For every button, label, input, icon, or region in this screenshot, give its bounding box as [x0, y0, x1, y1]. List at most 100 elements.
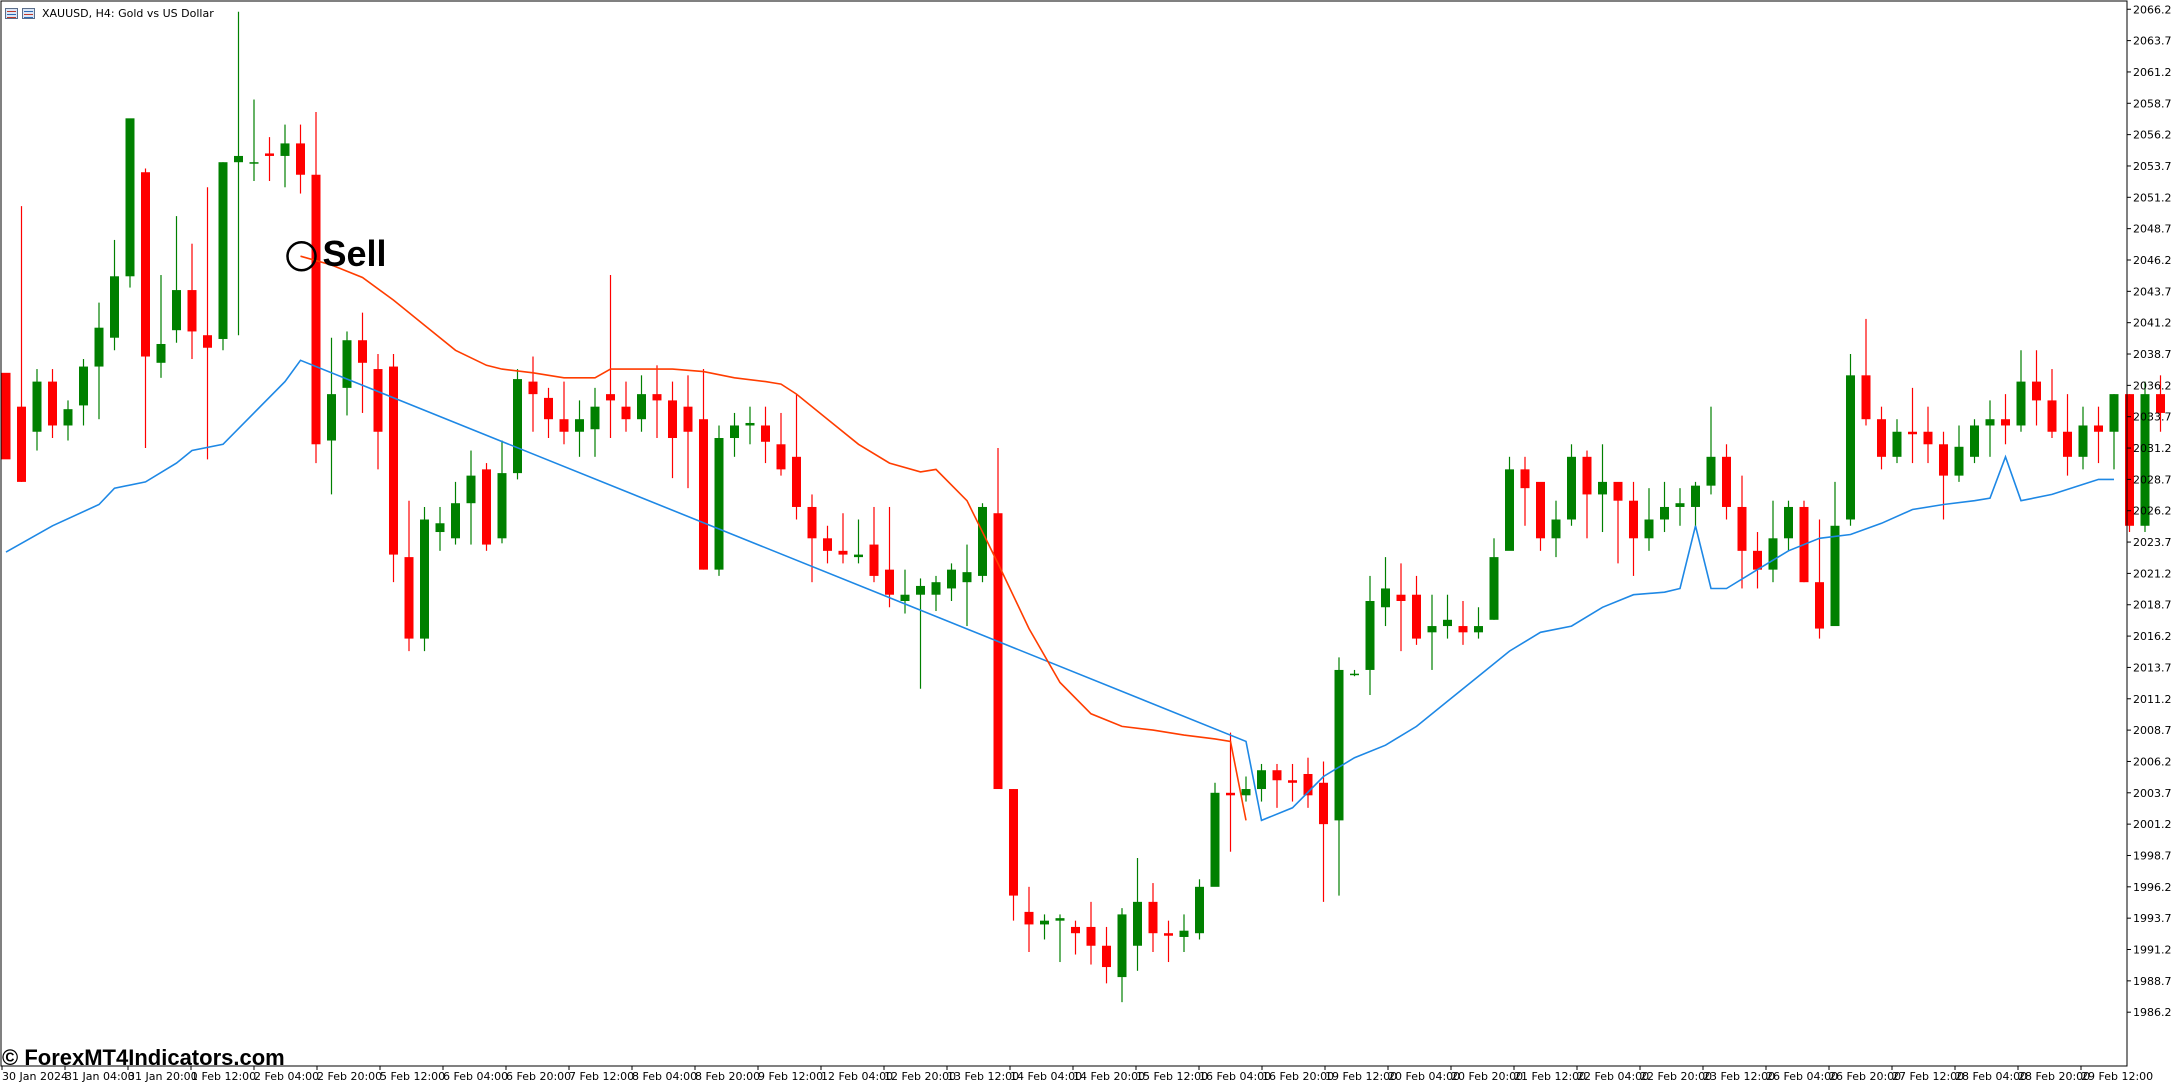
x-tick-label: 21 Feb 12:00	[1514, 1070, 1586, 1083]
candle-body	[1102, 945, 1111, 968]
candle-body	[1334, 669, 1344, 821]
candle-body	[1722, 456, 1731, 507]
candle-body	[265, 153, 274, 156]
x-tick-label: 30 Jan 2024	[2, 1070, 68, 1083]
candle	[156, 275, 166, 378]
candle-body	[2032, 381, 2041, 401]
candle	[621, 381, 631, 432]
candle	[497, 440, 507, 544]
chart-properties-icon[interactable]	[22, 7, 35, 19]
y-tick-label: 2013.70	[2133, 661, 2171, 674]
candle	[1644, 488, 1654, 551]
candle	[234, 11, 243, 336]
candle	[1319, 761, 1328, 902]
candle-body	[1613, 481, 1623, 501]
watermark-text: © ForexMT4Indicators.com	[2, 1045, 285, 1070]
candle	[1706, 406, 1716, 495]
candle	[1861, 318, 1871, 426]
y-tick-label: 2026.20	[2133, 505, 2171, 518]
candle-body	[1815, 582, 1824, 629]
candle	[1753, 532, 1762, 589]
candle	[280, 124, 290, 188]
x-tick-label: 28 Feb 04:00	[1955, 1070, 2027, 1083]
candle	[2156, 375, 2165, 432]
x-tick-label: 29 Feb 12:00	[2081, 1070, 2153, 1083]
x-tick-label: 19 Feb 12:00	[1325, 1070, 1397, 1083]
candle	[32, 369, 42, 451]
candle-body	[1195, 886, 1204, 934]
y-tick-label: 1988.70	[2133, 975, 2171, 988]
candle-body	[668, 400, 677, 439]
y-tick-label: 2003.70	[2133, 787, 2171, 800]
candle-body	[1, 372, 11, 460]
candle-body	[1024, 911, 1034, 925]
y-tick-label: 2018.70	[2133, 599, 2171, 612]
candle-body	[823, 538, 832, 551]
candle	[342, 331, 352, 416]
x-tick-label: 20 Feb 20:00	[1451, 1070, 1523, 1083]
candle-body	[993, 513, 1003, 790]
candle	[792, 394, 801, 520]
candle	[466, 450, 476, 545]
candle	[1567, 444, 1576, 526]
candle-body	[1551, 519, 1561, 539]
candle-body	[358, 340, 367, 363]
candle-body	[885, 569, 894, 595]
candle	[2063, 394, 2072, 476]
x-tick-label: 9 Feb 12:00	[758, 1070, 823, 1083]
candle-body	[854, 554, 863, 558]
candle-body	[931, 582, 941, 595]
candle	[1365, 575, 1375, 696]
x-tick-label: 16 Feb 04:00	[1199, 1070, 1271, 1083]
candle	[1474, 607, 1483, 639]
y-tick-label: 1996.20	[2133, 881, 2171, 894]
candle	[1133, 857, 1142, 971]
candle	[17, 206, 26, 482]
candle-body	[1427, 626, 1437, 633]
x-tick-label: 31 Jan 20:00	[128, 1070, 198, 1083]
candle	[1040, 914, 1049, 940]
candle-body	[559, 419, 569, 432]
candle	[1520, 456, 1530, 526]
candle-body	[1861, 375, 1871, 420]
candle	[761, 406, 770, 464]
candle	[451, 481, 460, 545]
candle	[1722, 444, 1731, 520]
candle	[1784, 500, 1793, 551]
y-tick-label: 2008.70	[2133, 724, 2171, 737]
x-tick-label: 8 Feb 04:00	[632, 1070, 697, 1083]
candle-body	[2047, 400, 2057, 432]
candle-body	[1412, 594, 1421, 639]
candle	[1086, 901, 1096, 965]
candle-body	[1830, 525, 1840, 627]
candle-body	[714, 438, 724, 570]
x-tick-label: 31 Jan 04:00	[65, 1070, 135, 1083]
candle-body	[1148, 901, 1158, 934]
candle-body	[947, 569, 956, 589]
x-tick-label: 26 Feb 20:00	[1829, 1070, 1901, 1083]
candle	[172, 216, 181, 343]
chart-menu-icon[interactable]	[5, 7, 18, 19]
candle-body	[1567, 456, 1576, 520]
candle	[1939, 431, 1948, 520]
candle-body	[1381, 588, 1390, 608]
candle	[931, 575, 941, 612]
candle-body	[1846, 375, 1855, 520]
candle	[296, 124, 305, 194]
candle-body	[32, 381, 42, 432]
candle-body	[1892, 431, 1902, 457]
candle	[1799, 500, 1809, 583]
candle	[1551, 500, 1561, 558]
x-tick-label: 12 Feb 04:00	[821, 1070, 893, 1083]
chart-window-title: XAUUSD, H4: Gold vs US Dollar	[5, 6, 214, 20]
candle-body	[1923, 431, 1933, 445]
candle	[2016, 350, 2026, 432]
x-tick-label: 6 Feb 20:00	[506, 1070, 571, 1083]
candle-body	[1691, 485, 1700, 507]
candle-body	[916, 585, 925, 595]
y-tick-label: 2053.70	[2133, 160, 2171, 173]
candle	[1768, 500, 1778, 583]
